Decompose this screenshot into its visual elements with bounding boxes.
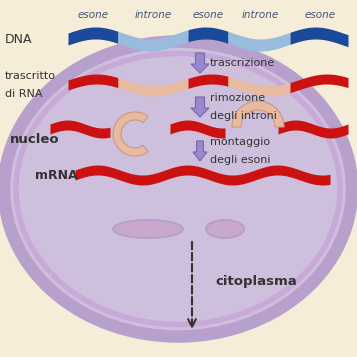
Text: nucleo: nucleo [10,132,60,146]
Polygon shape [191,53,209,73]
Polygon shape [232,101,284,127]
Text: esone: esone [305,10,336,20]
Polygon shape [193,141,207,161]
Text: introne: introne [134,10,172,20]
Text: trascritto: trascritto [5,71,56,81]
Text: montaggio: montaggio [210,137,270,147]
Ellipse shape [4,41,352,337]
Text: degli esoni: degli esoni [210,155,271,165]
Text: degli introni: degli introni [210,111,277,121]
Ellipse shape [206,220,244,238]
Polygon shape [191,97,209,117]
Text: esone: esone [77,10,109,20]
Text: esone: esone [192,10,223,20]
Ellipse shape [113,220,183,238]
Text: trascrizione: trascrizione [210,58,275,68]
Text: di RNA: di RNA [5,89,42,99]
Text: rimozione: rimozione [210,93,265,103]
Text: citoplasma: citoplasma [215,276,297,288]
Polygon shape [113,112,148,156]
Ellipse shape [16,54,340,325]
Text: mRNA: mRNA [35,169,77,181]
Text: DNA: DNA [5,32,32,45]
Text: introne: introne [241,10,278,20]
